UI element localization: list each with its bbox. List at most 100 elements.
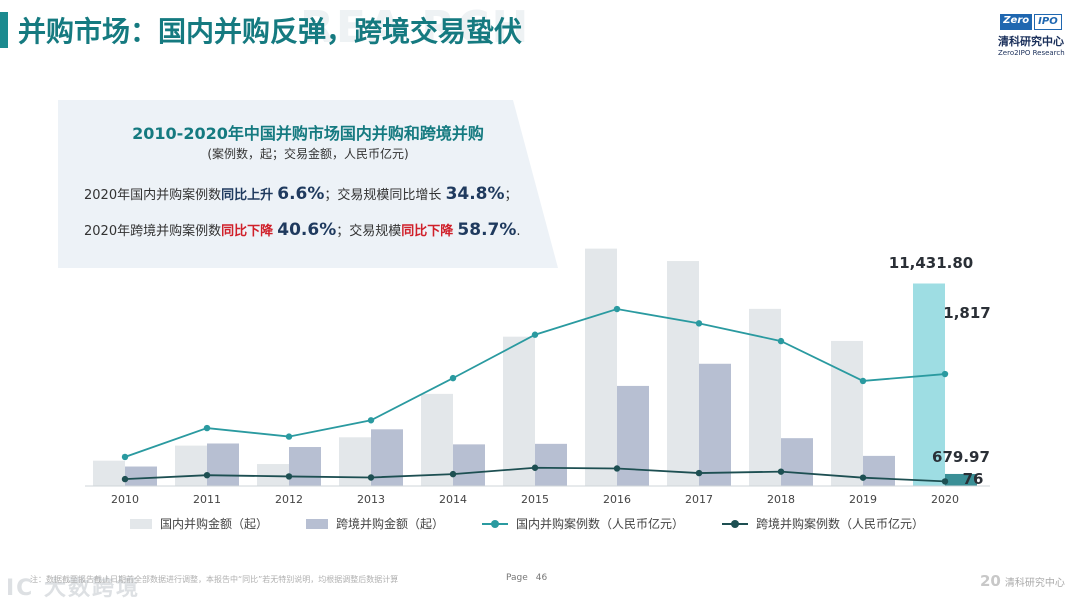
x-tick-label: 2017 — [685, 493, 713, 506]
x-tick-label: 2015 — [521, 493, 549, 506]
info-box — [58, 100, 558, 268]
footer-note: 注：数据截至报告截止日期前全部数据进行调整，本报告中“同比”若无特别说明，均根据… — [30, 575, 399, 584]
bar-crossborder-amount — [945, 473, 977, 486]
page-number: Page 46 — [506, 573, 547, 583]
point-domestic-cases — [941, 370, 949, 378]
point-domestic-cases — [203, 424, 211, 432]
data-label-domestic-amount-2020: 11,431.80 — [889, 254, 973, 272]
note1-suffix: ； — [504, 188, 518, 203]
bar-crossborder-amount — [699, 363, 731, 486]
chart-subtitle: (案例数，起；交易金额，人民币亿元) — [207, 147, 409, 161]
point-domestic-cases — [367, 417, 375, 424]
point-domestic-cases — [613, 305, 621, 313]
x-tick-label: 2012 — [275, 493, 303, 506]
background-watermark: REA RCH — [300, 2, 531, 53]
x-tick-label: 2011 — [193, 493, 221, 506]
data-label-domestic-cases-2020: 1,817 — [943, 304, 990, 322]
legend-item-crossborder-amount: 跨境并购金额（起） — [306, 515, 444, 532]
note2-change: 同比下降 — [221, 224, 274, 239]
legend-label: 跨境并购金额（起） — [336, 517, 445, 531]
logo-mark-ipo: IPO — [1034, 14, 1062, 30]
point-crossborder-cases — [941, 478, 949, 485]
note2-pct2: 58.7% — [457, 220, 517, 240]
point-domestic-cases — [531, 331, 539, 338]
point-crossborder-cases — [695, 469, 703, 477]
legend-item-domestic-cases: 国内并购案例数（人民币亿元） — [482, 515, 684, 532]
bar-domestic-amount — [175, 445, 207, 486]
x-tick-label: 2016 — [603, 493, 631, 506]
note2-change2: 同比下降 — [401, 224, 454, 239]
point-domestic-cases — [777, 337, 785, 345]
footer-brand-mark: 20 — [980, 572, 1001, 590]
bar-domestic-amount — [257, 464, 289, 486]
page-label: Page — [506, 573, 528, 583]
footer-watermark: IC 大数跨境 — [6, 576, 140, 601]
x-tick-label: 2014 — [439, 493, 467, 506]
bar-domestic-amount — [913, 283, 945, 486]
note2-prefix: 2020年跨境并购案例数 — [84, 224, 222, 239]
note1-change: 同比上升 — [221, 188, 274, 203]
logo-mark-zero: Zero — [1000, 14, 1033, 30]
point-domestic-cases — [695, 320, 703, 327]
chart-title: 2010-2020年中国并购市场国内并购和跨境并购 — [132, 124, 484, 143]
bar-domestic-amount — [339, 437, 371, 486]
point-domestic-cases — [285, 433, 293, 440]
point-crossborder-cases — [531, 464, 539, 471]
bar-crossborder-amount — [207, 443, 239, 486]
note1-pct2: 34.8% — [445, 184, 505, 204]
bar-crossborder-amount — [863, 455, 895, 486]
bar-domestic-amount — [585, 248, 617, 486]
data-label-crossborder-amount-2020: 679.97 — [932, 448, 990, 466]
point-crossborder-cases — [121, 475, 129, 483]
bar-crossborder-amount — [289, 447, 321, 486]
note1-pct1: 6.6% — [277, 184, 325, 204]
bar-domestic-amount — [503, 336, 535, 486]
point-crossborder-cases — [285, 473, 293, 480]
point-crossborder-cases — [449, 470, 457, 478]
bar-crossborder-amount — [781, 438, 813, 486]
highlight-note-crossborder: 2020年跨境并购案例数同比下降 40.6%；交易规模同比下降 58.7%. — [84, 220, 521, 240]
bar-domestic-amount — [831, 340, 863, 486]
point-crossborder-cases — [777, 468, 785, 475]
data-label-crossborder-cases-2020: 76 — [963, 470, 984, 488]
note2-pct1: 40.6% — [277, 220, 337, 240]
x-tick-label: 2019 — [849, 493, 877, 506]
zero2ipo-logo: Zero IPO 清科研究中心 Zero2IPO Research — [998, 14, 1065, 57]
point-crossborder-cases — [859, 474, 867, 481]
bar-domestic-amount — [667, 261, 699, 486]
logo-name-en: Zero2IPO Research — [998, 49, 1065, 57]
point-domestic-cases — [449, 374, 457, 382]
logo-name-cn: 清科研究中心 — [998, 35, 1064, 48]
note2-mid: ；交易规模 — [336, 224, 402, 239]
bar-crossborder-amount — [453, 444, 485, 486]
legend-swatch — [130, 518, 152, 529]
bar-domestic-amount — [93, 460, 125, 486]
legend-swatch — [482, 519, 509, 529]
legend-item-domestic-amount: 国内并购金额（起） — [130, 515, 268, 532]
legend-swatch — [722, 519, 749, 529]
note1-prefix: 2020年国内并购案例数 — [84, 188, 222, 203]
x-tick-label: 2013 — [357, 493, 385, 506]
point-crossborder-cases — [613, 465, 621, 472]
bar-crossborder-amount — [535, 443, 567, 486]
x-tick-label: 2020 — [931, 493, 959, 506]
bar-crossborder-amount — [125, 466, 157, 486]
legend-swatch — [306, 518, 329, 529]
legend-label: 国内并购金额（起） — [160, 517, 269, 531]
legend-item-crossborder-cases: 跨境并购案例数（人民币亿元） — [722, 515, 924, 532]
point-domestic-cases — [121, 453, 129, 461]
bar-crossborder-amount — [617, 385, 649, 486]
page-number-value: 46 — [535, 573, 548, 583]
footer-brand-name: 清科研究中心 — [1004, 578, 1065, 589]
note2-suffix: . — [516, 224, 521, 239]
bar-domestic-amount — [421, 393, 453, 486]
footer-brand: 20 清科研究中心 — [980, 572, 1065, 590]
point-crossborder-cases — [203, 471, 211, 479]
point-crossborder-cases — [367, 474, 375, 481]
title-accent-bar — [0, 12, 8, 48]
x-tick-label: 2018 — [767, 493, 795, 506]
x-tick-label: 2010 — [111, 493, 139, 506]
chart-legend: 国内并购金额（起） 跨境并购金额（起） 国内并购案例数（人民币亿元） 跨境并购案… — [130, 515, 924, 532]
highlight-note-domestic: 2020年国内并购案例数同比上升 6.6%；交易规模同比增长 34.8%； — [84, 184, 518, 204]
